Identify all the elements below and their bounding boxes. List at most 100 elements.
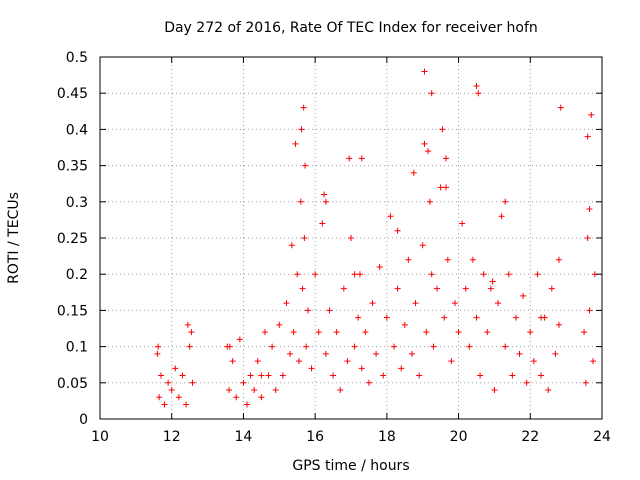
data-point	[584, 133, 591, 140]
data-point	[362, 329, 369, 336]
data-point	[473, 82, 480, 89]
data-point	[394, 227, 401, 234]
data-point	[297, 198, 304, 205]
data-point	[189, 379, 196, 386]
data-point	[498, 213, 505, 220]
data-point	[326, 307, 333, 314]
data-point	[272, 387, 279, 394]
data-point	[410, 169, 417, 176]
y-tick-label: 0.2	[66, 267, 88, 283]
data-point	[469, 256, 476, 263]
data-point	[462, 285, 469, 292]
data-point	[299, 285, 306, 292]
data-point	[355, 314, 362, 321]
data-point	[157, 372, 164, 379]
data-point	[183, 401, 190, 408]
data-point	[380, 372, 387, 379]
data-point	[552, 350, 559, 357]
x-axis-label: GPS time / hours	[292, 458, 409, 474]
data-point	[588, 111, 595, 118]
data-point	[459, 220, 466, 227]
y-tick-label: 0	[79, 412, 88, 428]
data-point	[226, 343, 233, 350]
data-point	[340, 285, 347, 292]
data-point	[356, 271, 363, 278]
x-tick-label: 24	[593, 429, 611, 445]
data-point	[373, 350, 380, 357]
y-tick-label: 0.45	[57, 86, 88, 102]
data-point	[358, 365, 365, 372]
data-point	[330, 372, 337, 379]
data-point	[530, 358, 537, 365]
data-point	[269, 343, 276, 350]
data-point	[304, 307, 311, 314]
data-point	[333, 329, 340, 336]
data-point	[301, 235, 308, 241]
data-point	[516, 350, 523, 357]
data-point	[408, 350, 415, 357]
data-point	[290, 329, 297, 336]
data-point	[179, 372, 186, 379]
data-point	[156, 394, 163, 401]
data-point	[421, 68, 428, 75]
data-point	[557, 104, 564, 111]
data-point	[161, 401, 168, 408]
data-point	[416, 372, 423, 379]
data-point	[288, 242, 295, 249]
data-point	[401, 321, 408, 328]
data-point	[319, 220, 326, 227]
data-point	[581, 329, 588, 336]
data-point	[584, 235, 591, 241]
data-point	[240, 379, 247, 386]
data-point	[443, 184, 450, 191]
data-point	[437, 184, 444, 191]
data-point	[428, 271, 435, 278]
data-point	[398, 365, 405, 372]
data-point	[489, 278, 496, 285]
data-point	[322, 350, 329, 357]
data-point	[477, 372, 484, 379]
data-point	[425, 148, 432, 155]
data-point	[265, 372, 272, 379]
plot-frame	[99, 56, 603, 420]
data-point	[294, 271, 301, 278]
data-point	[165, 379, 172, 386]
data-point	[175, 394, 182, 401]
data-point	[582, 379, 589, 386]
data-point	[548, 285, 555, 292]
y-axis-label: ROTI / TECUs	[6, 192, 22, 284]
data-point	[302, 162, 309, 169]
data-point	[428, 90, 435, 97]
data-point	[188, 329, 195, 336]
data-point	[387, 213, 394, 220]
y-tick-label: 0.25	[57, 231, 88, 247]
data-point	[412, 300, 419, 307]
data-point	[448, 358, 455, 365]
x-tick-label: 22	[521, 429, 539, 445]
data-point	[276, 321, 283, 328]
grid-lines	[100, 57, 602, 419]
data-point	[186, 343, 193, 350]
data-point	[383, 314, 390, 321]
data-point	[391, 343, 398, 350]
data-point	[308, 365, 315, 372]
data-point	[545, 387, 552, 394]
data-point	[236, 336, 243, 343]
data-point	[261, 329, 268, 336]
data-point	[296, 358, 303, 365]
x-tick-label: 20	[450, 429, 468, 445]
x-tick-labels: 10 12 14 16 18 20 22 24	[91, 429, 611, 445]
y-tick-label: 0.3	[66, 195, 88, 211]
data-point	[451, 300, 458, 307]
data-point	[523, 379, 530, 386]
y-tick-label: 0.05	[57, 376, 88, 392]
y-tick-label: 0.15	[57, 303, 88, 319]
data-point	[502, 198, 509, 205]
data-point	[430, 343, 437, 350]
data-point	[473, 314, 480, 321]
data-point	[287, 350, 294, 357]
data-point	[279, 372, 286, 379]
data-point	[168, 387, 175, 394]
data-point	[351, 271, 358, 278]
data-point	[495, 300, 502, 307]
